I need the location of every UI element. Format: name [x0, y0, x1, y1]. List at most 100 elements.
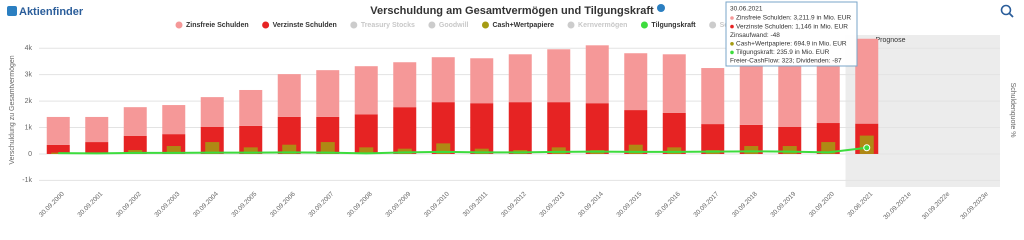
y-tick-label: 4k [25, 45, 33, 52]
tooltip-line: Cash+Wertpapiere: 694.9 in Mio. EUR [736, 41, 847, 48]
bar [431, 102, 455, 154]
bar [816, 60, 840, 124]
bar [277, 74, 301, 117]
bar [624, 53, 648, 111]
info-icon[interactable] [657, 4, 665, 12]
tooltip-bullet [730, 24, 734, 29]
logo: Aktienfinder [19, 6, 84, 18]
legend-label: Tilgungskraft [651, 22, 696, 29]
legend-symbol [428, 21, 436, 29]
tooltip-line: Tilgungskraft: 235.9 in Mio. EUR [736, 49, 830, 56]
legend-symbol [567, 21, 575, 29]
bar [624, 110, 648, 154]
legend-item[interactable]: Verzinste Schulden [262, 21, 337, 29]
bar [667, 147, 682, 154]
bar [123, 107, 147, 136]
bar [585, 45, 609, 104]
bar [85, 142, 109, 154]
y-tick-label: 2k [25, 98, 33, 105]
y-tick-label: -1k [22, 177, 32, 184]
legend-label: Cash+Wertpapiere [492, 22, 554, 29]
bar [662, 112, 686, 154]
legend-symbol [709, 21, 717, 29]
forecast-label: Prognose [876, 37, 906, 44]
bar [470, 103, 494, 154]
bar [243, 147, 258, 154]
bar [354, 66, 378, 115]
bar [85, 116, 109, 143]
y-tick-label: 3k [25, 71, 33, 78]
legend-item[interactable]: Cash+Wertpapiere [481, 21, 554, 29]
bar [744, 146, 759, 154]
bar [123, 135, 147, 154]
legend-label: Goodwill [439, 22, 469, 29]
legend-item[interactable]: Zinsfreie Schulden [175, 21, 249, 29]
bar [393, 62, 417, 108]
tooltip-line: Verzinste Schulden: 1,146 in Mio. EUR [736, 23, 848, 30]
tooltip-box [725, 1, 858, 67]
legend-symbol [350, 21, 358, 29]
legend-label: Treasury Stocks [361, 22, 415, 29]
bar [547, 49, 571, 103]
bar [585, 103, 609, 154]
line-point [863, 144, 871, 152]
tooltip-bullet [730, 42, 734, 46]
bar [470, 58, 494, 104]
y-tick-label: 1k [25, 124, 33, 131]
bar [239, 89, 263, 126]
y-axis-label: Verschuldung zu Gesamtvermögen [9, 55, 16, 164]
tooltip-bullet [730, 50, 734, 55]
bar [166, 146, 181, 154]
bar [547, 102, 571, 154]
bar [739, 64, 763, 125]
logo-icon [7, 6, 17, 16]
legend-item[interactable]: Goodwill [428, 21, 469, 29]
tooltip: 30.06.2021 Zinsfreie Schulden: 3,211.9 in… [725, 1, 858, 67]
chart-title: Verschuldung am Gesamtvermögen und Tilgu… [370, 5, 654, 17]
legend-symbol [481, 21, 489, 29]
bar [359, 147, 374, 154]
line [58, 146, 867, 155]
chart: Aktienfinder Verschuldung am Gesamtvermö… [7, 1, 1017, 222]
legend-label: Verzinste Schulden [273, 22, 337, 29]
bar [508, 102, 532, 154]
legend-item[interactable]: Tilgungskraft [640, 21, 696, 29]
zoom-icon[interactable] [1000, 4, 1014, 18]
legend-symbol [640, 21, 648, 29]
legend-item[interactable]: Kernvermögen [567, 21, 628, 29]
bar [205, 142, 220, 154]
bar [474, 148, 489, 154]
bar [782, 146, 797, 154]
bar [397, 148, 412, 154]
legend-symbol [175, 21, 183, 29]
bar [354, 114, 378, 154]
bar [508, 54, 532, 103]
legend-label: Kernvermögen [578, 22, 627, 29]
bar [701, 124, 725, 154]
bar [628, 144, 643, 154]
bar [436, 143, 451, 154]
bar [431, 57, 455, 103]
legend-item[interactable]: Treasury Stocks [350, 21, 415, 29]
bar [316, 70, 340, 117]
bar [162, 105, 186, 135]
bar [778, 65, 802, 127]
bar [200, 97, 224, 127]
tooltip-line: Zinsaufwand: -48 [730, 32, 780, 39]
tooltip-line: Freier-CashFlow: 323; Dividenden: -87 [730, 58, 842, 65]
tooltip-date: 30.06.2021 [730, 6, 763, 13]
bar [662, 54, 686, 113]
bar [551, 147, 566, 154]
tooltip-bullet [730, 16, 734, 20]
bar [239, 125, 263, 154]
bar [46, 144, 70, 154]
bar [320, 142, 335, 154]
bar [393, 107, 417, 154]
bar [46, 116, 70, 145]
legend-label: Zinsfreie Schulden [186, 22, 249, 29]
y-tick-label: 0 [28, 151, 32, 158]
bar [701, 68, 725, 125]
bar [855, 38, 879, 124]
legend-symbol [262, 21, 270, 29]
tooltip-line: Zinsfreie Schulden: 3,211.9 in Mio. EUR [736, 15, 851, 22]
